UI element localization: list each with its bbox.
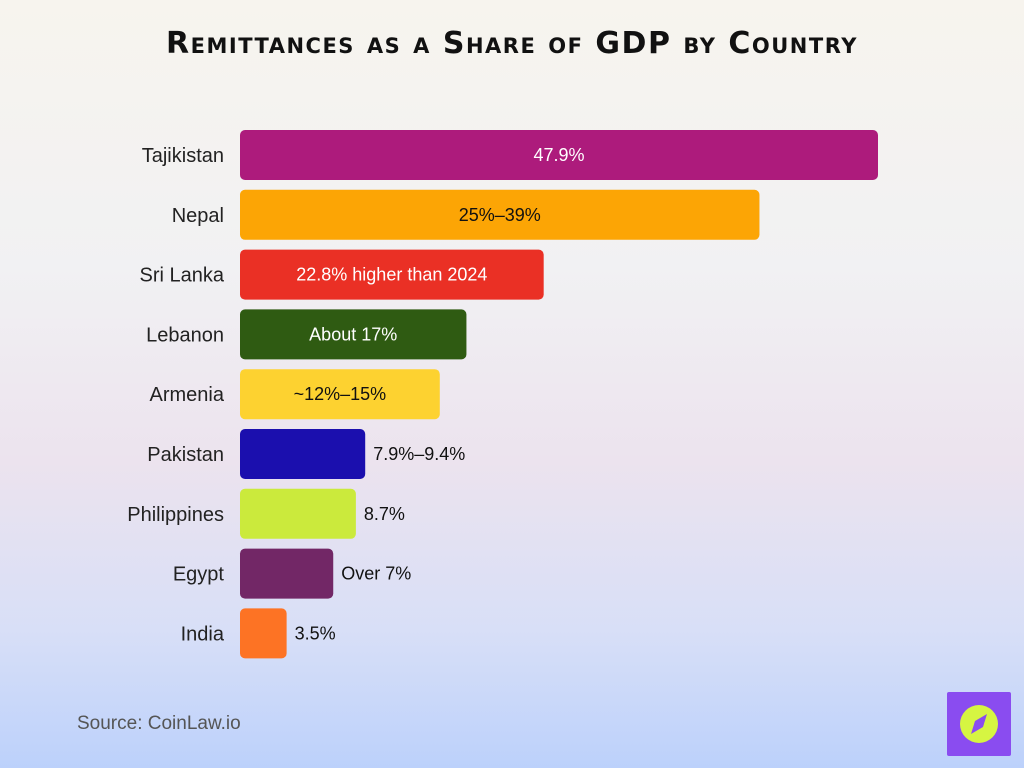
data-label: 7.9%–9.4% bbox=[373, 444, 465, 464]
category-label: Tajikistan bbox=[142, 145, 224, 167]
bar bbox=[240, 309, 467, 360]
category-label: Pakistan bbox=[147, 444, 224, 466]
category-label: Philippines bbox=[127, 504, 224, 526]
data-label: 8.7% bbox=[364, 504, 405, 524]
brand-logo bbox=[947, 692, 1011, 756]
compass-icon bbox=[960, 705, 998, 743]
bar bbox=[240, 189, 760, 240]
data-label: 47.9% bbox=[533, 145, 584, 165]
category-label: Egypt bbox=[173, 564, 225, 586]
category-label: Nepal bbox=[172, 205, 224, 227]
data-label: 22.8% higher than 2024 bbox=[296, 265, 487, 285]
data-label: 25%–39% bbox=[459, 205, 541, 225]
category-label: India bbox=[181, 623, 225, 645]
source-text: Source: CoinLaw.io bbox=[77, 713, 241, 734]
data-label: Over 7% bbox=[341, 564, 411, 584]
data-label: About 17% bbox=[309, 324, 397, 344]
bar bbox=[240, 488, 356, 539]
category-label: Sri Lanka bbox=[140, 265, 225, 287]
bar bbox=[240, 608, 287, 659]
category-label: Armenia bbox=[150, 384, 225, 406]
chart-title: Remittances as a Share of GDP by Country bbox=[166, 26, 858, 61]
category-label: Lebanon bbox=[146, 324, 224, 346]
data-label: ~12%–15% bbox=[294, 384, 387, 404]
bar bbox=[240, 548, 334, 599]
bar bbox=[240, 369, 440, 420]
bar bbox=[240, 249, 544, 300]
bar bbox=[240, 130, 878, 180]
bar bbox=[240, 429, 366, 479]
bar-chart: Tajikistan 47.9% Nepal 25%–39% Sri Lanka 22.8… bbox=[127, 130, 878, 659]
data-label: 3.5% bbox=[295, 623, 336, 643]
